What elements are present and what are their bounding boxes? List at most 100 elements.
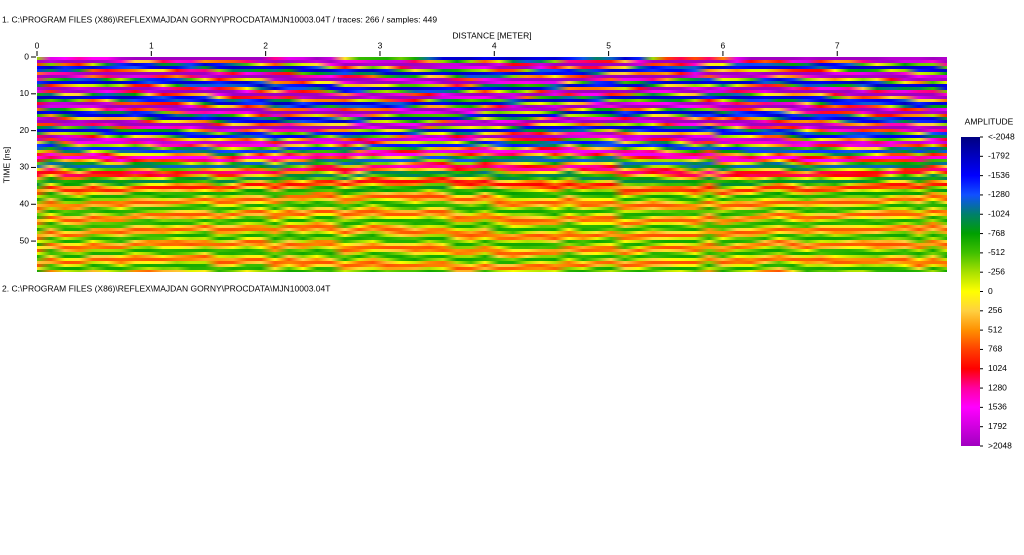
- colorbar-tick-label: -1536: [988, 170, 1010, 180]
- colorbar-tick-label: 1536: [988, 402, 1007, 412]
- radargram-row: [37, 186, 947, 189]
- colorbar-tick-label: 768: [988, 344, 1002, 354]
- radargram-row: [37, 240, 947, 243]
- radargram-row: [37, 144, 947, 147]
- colorbar-tick-label: >2048: [988, 440, 1012, 450]
- colorbar-tick-label: 1280: [988, 382, 1007, 392]
- radargram-row: [37, 189, 947, 192]
- radargram-row: [37, 123, 947, 126]
- radargram-row: [37, 63, 947, 66]
- colorbar-tick-label: -256: [988, 266, 1005, 276]
- radargram-row: [37, 162, 947, 165]
- radargram-row: [37, 78, 947, 81]
- radargram-row: [37, 159, 947, 162]
- radargram-row: [37, 195, 947, 198]
- y-tick-label: 20: [20, 125, 30, 135]
- radargram-row: [37, 207, 947, 210]
- colorbar: [961, 137, 980, 446]
- y-tick-label: 30: [20, 162, 30, 172]
- radargram-row: [37, 204, 947, 207]
- radargram-row: [37, 93, 947, 96]
- radargram-row: [37, 66, 947, 69]
- x-tick-label: 3: [378, 40, 383, 50]
- radargram-row: [37, 255, 947, 258]
- radargram-row: [37, 249, 947, 252]
- x-tick-label: 0: [35, 40, 40, 50]
- radargram-row: [37, 120, 947, 123]
- radargram-row: [37, 171, 947, 174]
- radargram-row: [37, 150, 947, 153]
- radargram-row: [37, 168, 947, 171]
- y-axis-label: TIME [ns]: [1, 147, 11, 183]
- radargram-row: [37, 129, 947, 132]
- radargram-row: [37, 165, 947, 168]
- radargram-row: [37, 117, 947, 120]
- colorbar-title: AMPLITUDE: [965, 116, 1014, 126]
- radargram-row: [37, 267, 947, 270]
- radargram-row: [37, 108, 947, 111]
- colorbar-tick-label: 256: [988, 305, 1002, 315]
- x-tick-label: 4: [492, 40, 497, 50]
- radargram-row: [37, 234, 947, 237]
- radargram-row: [37, 126, 947, 129]
- radargram-row: [37, 135, 947, 138]
- radargram-row: [37, 252, 947, 255]
- radargram-row: [37, 102, 947, 105]
- x-tick-label: 1: [149, 40, 154, 50]
- radargram-row: [37, 246, 947, 249]
- radargram-row: [37, 216, 947, 219]
- radargram-row: [37, 81, 947, 84]
- y-tick-label: 0: [24, 51, 29, 61]
- radargram-row: [37, 111, 947, 114]
- radargram-row: [37, 153, 947, 156]
- x-tick-label: 7: [835, 40, 840, 50]
- y-tick-label: 50: [20, 235, 30, 245]
- radargram-row: [37, 258, 947, 261]
- radargram-row: [37, 201, 947, 204]
- radargram-row: [37, 138, 947, 141]
- radargram-row: [37, 225, 947, 228]
- radargram-row: [37, 57, 947, 60]
- radargram-row: [37, 75, 947, 78]
- radargram-row: [37, 90, 947, 93]
- colorbar-tick-label: 1024: [988, 363, 1007, 373]
- colorbar-tick-label: -1024: [988, 209, 1010, 219]
- radargram-row: [37, 198, 947, 201]
- colorbar-tick-label: 512: [988, 324, 1002, 334]
- radargram-row: [37, 237, 947, 240]
- colorbar-tick-label: -512: [988, 247, 1005, 257]
- colorbar-tick-label: -1280: [988, 189, 1010, 199]
- x-tick-label: 5: [606, 40, 611, 50]
- radargram: [37, 57, 947, 272]
- panel-title: 2. C:\PROGRAM FILES (X86)\REFLEX\MAJDAN …: [2, 283, 330, 293]
- radargram-row: [37, 192, 947, 195]
- colorbar-tick-label: -768: [988, 228, 1005, 238]
- radargram-row: [37, 183, 947, 186]
- x-axis-label: DISTANCE [METER]: [452, 30, 531, 40]
- radargram-row: [37, 99, 947, 102]
- radargram-row: [37, 210, 947, 213]
- radargram-row: [37, 141, 947, 144]
- radargram-row: [37, 147, 947, 150]
- radargram-row: [37, 72, 947, 75]
- radargram-row: [37, 261, 947, 264]
- colorbar-tick-label: 0: [988, 286, 993, 296]
- y-tick-label: 40: [20, 199, 30, 209]
- colorbar-tick-label: -1792: [988, 151, 1010, 161]
- radargram-row: [37, 87, 947, 90]
- radargram-row: [37, 84, 947, 87]
- y-tick-label: 10: [20, 88, 30, 98]
- radargram-row: [37, 174, 947, 177]
- colorbar-tick-label: <-2048: [988, 131, 1015, 141]
- panel-title: 1. C:\PROGRAM FILES (X86)\REFLEX\MAJDAN …: [2, 14, 437, 24]
- radargram-row: [37, 213, 947, 216]
- radargram-row: [37, 60, 947, 63]
- radargram-row: [37, 243, 947, 246]
- radargram-row: [37, 222, 947, 225]
- radargram-row: [37, 105, 947, 108]
- radargram-row: [37, 228, 947, 231]
- x-tick-label: 6: [721, 40, 726, 50]
- radargram-row: [37, 156, 947, 159]
- radargram-row: [37, 264, 947, 267]
